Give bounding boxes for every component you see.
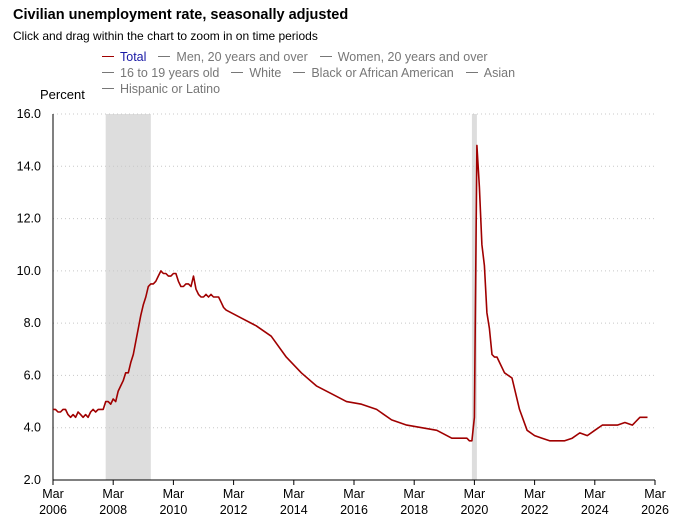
legend-swatch [465, 72, 478, 74]
x-tick-label-month: Mar [644, 487, 666, 501]
legend-swatch [231, 72, 244, 74]
legend-swatch [319, 56, 332, 58]
legend-item-16-to-19-years-old[interactable]: 16 to 19 years old [102, 65, 219, 81]
legend-swatch [102, 88, 114, 90]
x-tick-label-year: 2018 [400, 503, 428, 517]
x-tick-label-year: 2008 [99, 503, 127, 517]
x-tick-label-month: Mar [283, 487, 305, 501]
series-lines [53, 144, 648, 442]
x-tick-label-month: Mar [343, 487, 365, 501]
legend-label: Asian [483, 66, 516, 80]
legend-swatch [158, 56, 171, 58]
x-tick-label-year: 2020 [460, 503, 488, 517]
chart-title: Civilian unemployment rate, seasonally a… [13, 7, 349, 23]
x-tick-label-year: 2026 [641, 503, 669, 517]
legend-item-hispanic-or-latino[interactable]: Hispanic or Latino [102, 81, 220, 97]
series-line-total[interactable] [53, 144, 648, 442]
recession-band [471, 114, 477, 480]
x-tick-label-year: 2010 [159, 503, 187, 517]
legend-label: White [249, 66, 282, 80]
x-tick-label-year: 2006 [39, 503, 67, 517]
recession-band [105, 114, 151, 480]
legend-label: 16 to 19 years old [120, 66, 220, 80]
legend-item-asian[interactable]: Asian [465, 65, 516, 81]
grid-lines [53, 113, 655, 429]
legend-item-men-20-years-and-over[interactable]: Men, 20 years and over [158, 49, 308, 65]
x-tick-label-year: 2012 [220, 503, 248, 517]
x-tick-label-month: Mar [524, 487, 546, 501]
y-tick-label: 10.0 [17, 264, 41, 278]
legend: Total Men, 20 years and over Women, 20 yea… [102, 49, 622, 97]
x-tick-label-month: Mar [102, 487, 124, 501]
legend-item-women-20-years-and-over[interactable]: Women, 20 years and over [319, 49, 488, 65]
chart-subtitle: Click and drag within the chart to zoom … [13, 29, 318, 43]
x-tick-label-month: Mar [403, 487, 425, 501]
x-tick-label-year: 2024 [581, 503, 609, 517]
y-tick-label: 8.0 [24, 316, 41, 330]
legend-swatch [293, 72, 306, 74]
legend-item-black-or-african-american[interactable]: Black or African American [293, 65, 454, 81]
recession-bands [105, 114, 477, 480]
legend-label: Men, 20 years and over [176, 50, 308, 64]
y-tick-label: 4.0 [24, 421, 41, 435]
y-tick-labels: 16.0 14.0 12.0 10.0 8.0 6.0 4.0 2.0 [17, 107, 41, 487]
legend-item-white[interactable]: White [231, 65, 281, 81]
legend-swatch [102, 56, 114, 58]
y-axis-title: Percent [40, 87, 85, 102]
x-tick-label-year: 2016 [340, 503, 368, 517]
legend-swatch [102, 72, 114, 74]
y-tick-label: 16.0 [17, 107, 41, 121]
x-tick-label-month: Mar [163, 487, 185, 501]
y-tick-label: 12.0 [17, 212, 41, 226]
x-tick-label-month: Mar [42, 487, 64, 501]
x-tick-label-month: Mar [223, 487, 245, 501]
x-tick-label-year: 2014 [280, 503, 308, 517]
legend-label: Total [120, 50, 147, 64]
x-tick-label-month: Mar [464, 487, 486, 501]
y-tick-label: 6.0 [24, 368, 41, 382]
y-tick-label: 2.0 [24, 473, 41, 487]
x-tick-label-year: 2022 [521, 503, 549, 517]
legend-item-total[interactable]: Total [102, 49, 146, 65]
legend-label: Black or African American [311, 66, 454, 80]
legend-label: Women, 20 years and over [337, 50, 488, 64]
x-tick-labels: Mar 2006 Mar 2008 Mar 2010 Mar 2012 Mar 2014 Mar 20… [39, 480, 669, 517]
y-tick-label: 14.0 [17, 159, 41, 173]
x-tick-label-month: Mar [584, 487, 606, 501]
legend-label: Hispanic or Latino [120, 82, 221, 96]
